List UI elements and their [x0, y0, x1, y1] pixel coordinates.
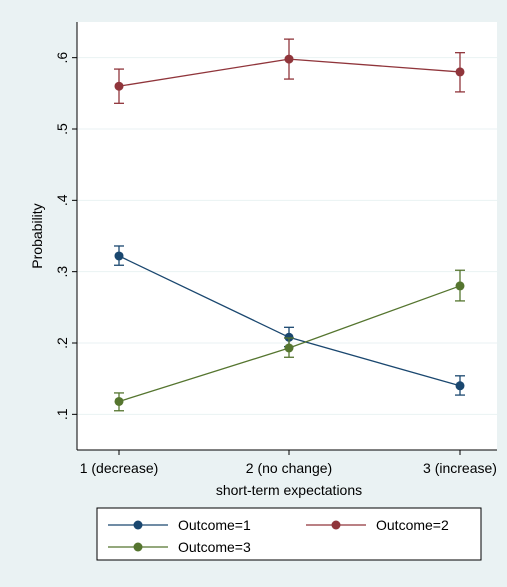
y-tick-label: .1: [54, 408, 70, 420]
data-point: [114, 251, 124, 261]
data-point: [114, 81, 124, 91]
legend-label: Outcome=3: [178, 539, 251, 555]
legend-item-2: Outcome=2: [306, 517, 449, 533]
data-point: [284, 332, 294, 342]
legend-label: Outcome=1: [178, 517, 251, 533]
legend-item-3: Outcome=3: [108, 539, 251, 555]
data-point: [114, 396, 124, 406]
x-axis: 1 (decrease) 2 (no change) 3 (increase): [77, 449, 497, 476]
series-layer: [114, 38, 465, 412]
data-point: [284, 54, 294, 64]
data-point: [455, 381, 465, 391]
legend-marker: [331, 520, 341, 530]
y-axis-title: Probability: [29, 203, 45, 268]
y-tick-label: .2: [54, 337, 70, 349]
legend-box: [96, 507, 482, 561]
y-tick-label: .3: [54, 266, 70, 278]
data-point: [284, 343, 294, 353]
data-point: [455, 67, 465, 77]
y-tick-label: .6: [54, 52, 70, 64]
legend: Outcome=1 Outcome=2 Outcome=3: [96, 507, 482, 561]
legend-item-1: Outcome=1: [108, 517, 251, 533]
legend-marker: [133, 520, 143, 530]
x-axis-title: short-term expectations: [216, 482, 362, 498]
y-axis: .1 .2 .3 .4 .5 .6: [54, 22, 78, 450]
y-tick-label: .5: [54, 123, 70, 135]
series-3: [114, 269, 465, 412]
legend-marker: [133, 542, 143, 552]
data-point: [455, 281, 465, 291]
plot-area: [77, 22, 497, 450]
legend-label: Outcome=2: [376, 517, 449, 533]
series-2: [114, 38, 465, 104]
y-tick-label: .4: [54, 194, 70, 206]
x-tick-label: 1 (decrease): [80, 460, 159, 476]
x-tick-label: 2 (no change): [246, 460, 332, 476]
series-1: [114, 245, 465, 396]
x-tick-label: 3 (increase): [423, 460, 497, 476]
